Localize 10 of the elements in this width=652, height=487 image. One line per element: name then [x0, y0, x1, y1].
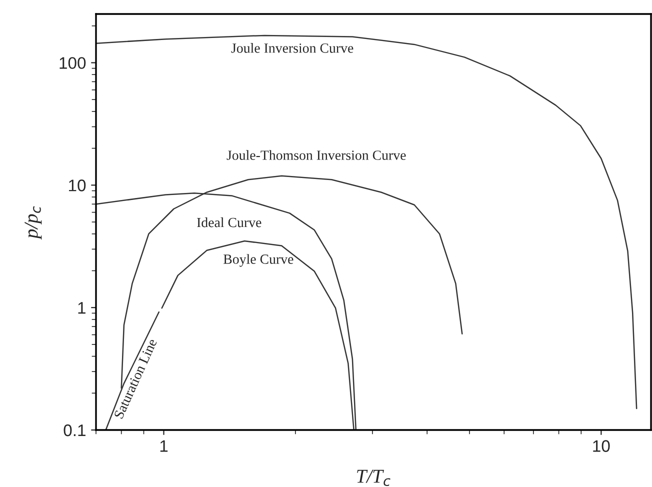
- y-tick-label: 0.1: [64, 424, 86, 436]
- series-label: Ideal Curve: [197, 217, 262, 228]
- series-label: Boyle Curve: [224, 254, 294, 267]
- y-tick-label: 100: [60, 57, 86, 69]
- x-axis-title: T/T$_{c}$: [357, 470, 390, 486]
- series-label: Joule Inversion Curve: [231, 43, 354, 53]
- y-axis-title: p/p$_{c}$: [24, 206, 42, 240]
- y-tick-label: 1: [78, 302, 86, 314]
- series-label: Joule-Thomson Inversion Curve: [226, 150, 406, 160]
- y-tick-label: 10: [69, 180, 86, 192]
